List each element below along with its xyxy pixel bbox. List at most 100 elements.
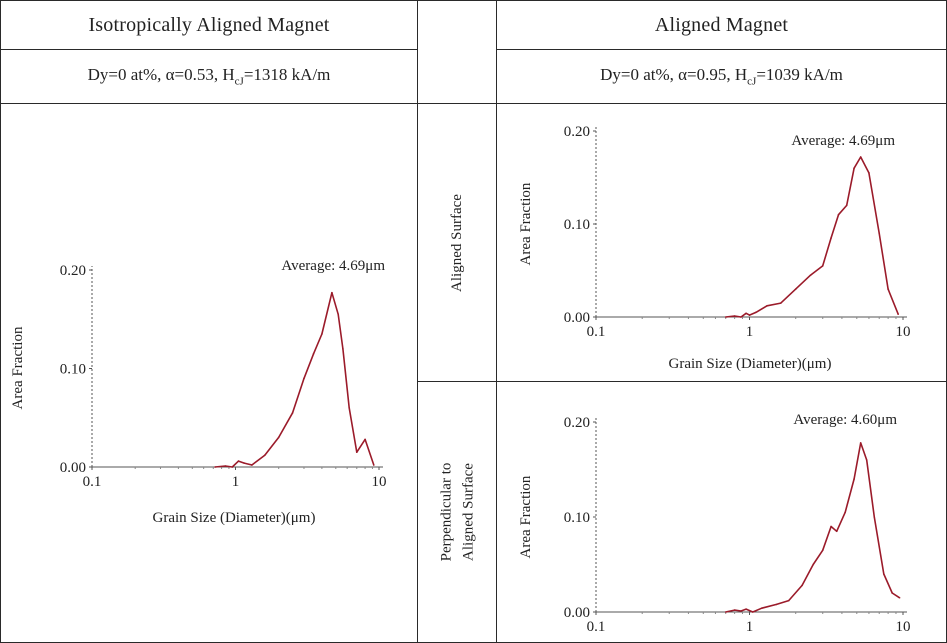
data-point	[224, 465, 227, 467]
data-point	[755, 311, 757, 314]
x-tick-label: 10	[372, 474, 387, 490]
data-point	[766, 305, 768, 307]
y-axis-label: Area Fraction	[518, 475, 534, 558]
y-tick-label: 0.00	[564, 605, 590, 621]
data-point	[853, 478, 855, 480]
y-tick-label: 0.10	[60, 362, 86, 378]
data-point	[745, 312, 747, 315]
x-tick-label: 10	[896, 619, 911, 635]
data-point	[312, 352, 315, 355]
chart-perpendicular: 0.00 0.10 0.20 0.1 1 10 Area Fraction Average: …	[518, 412, 911, 635]
left-chart-cell	[0, 103, 418, 643]
data-point	[364, 438, 366, 441]
data-point	[243, 462, 246, 464]
data-point	[355, 451, 358, 454]
y-axis-label: Area Fraction	[10, 326, 26, 409]
x-tick-label: 0.1	[587, 619, 606, 635]
data-point	[809, 274, 812, 276]
y-tick-label: 0.10	[564, 217, 590, 233]
right-condition-cell: Dy=0 at%, α=0.95, HcJ=1039 kA/m	[496, 49, 947, 104]
data-point	[740, 610, 742, 612]
y-tick-label: 0.10	[564, 510, 590, 526]
data-point	[859, 156, 862, 158]
data-point	[751, 611, 754, 613]
chart-isotropic: 0.00 0.10 0.20 0.1 1 10 Grain Size (Diameter)(…	[10, 258, 387, 526]
data-point	[868, 172, 870, 174]
data-point	[263, 454, 266, 456]
data-point	[845, 204, 848, 207]
y-tick-label: 0.20	[564, 415, 590, 431]
data-point	[883, 573, 885, 575]
x-axis-label: Grain Size (Diameter)(μm)	[153, 510, 316, 526]
series-line	[725, 442, 901, 613]
right-header-cell: Aligned Magnet	[496, 0, 947, 50]
data-point	[787, 599, 790, 602]
data-point	[780, 302, 782, 304]
data-point	[251, 464, 253, 466]
data-point	[342, 348, 344, 350]
series-line	[725, 156, 899, 318]
data-point	[348, 407, 351, 409]
average-annotation: Average: 4.69μm	[791, 133, 895, 149]
row2-label-cell: Perpendicular to Aligned Surface	[417, 381, 497, 643]
data-point	[837, 213, 840, 216]
x-tick-label: 1	[746, 324, 754, 340]
y-tick-label: 0.20	[564, 124, 590, 140]
average-annotation: Average: 4.69μm	[281, 258, 385, 274]
data-point	[724, 611, 727, 613]
data-point	[303, 377, 305, 380]
data-point	[844, 511, 846, 514]
data-point	[821, 549, 824, 552]
series-line	[214, 291, 375, 468]
right-header-title: Aligned Magnet	[654, 13, 789, 36]
data-point	[830, 237, 832, 239]
data-point	[873, 516, 876, 518]
data-point	[740, 316, 742, 318]
data-point	[291, 412, 294, 414]
data-point	[277, 436, 280, 439]
data-point	[801, 584, 803, 587]
data-point	[214, 466, 216, 468]
data-point	[830, 525, 832, 528]
data-point	[891, 592, 893, 594]
data-point	[331, 291, 333, 294]
data-point	[887, 288, 889, 290]
data-point	[821, 265, 824, 267]
data-point	[898, 596, 901, 599]
left-condition-text: Dy=0 at%, α=0.53, HcJ=1318 kA/m	[87, 65, 331, 88]
data-point	[812, 563, 814, 566]
data-point	[859, 442, 862, 444]
x-tick-label: 10	[896, 324, 911, 340]
average-annotation: Average: 4.60μm	[793, 412, 897, 428]
right-condition-text: Dy=0 at%, α=0.95, HcJ=1039 kA/m	[600, 65, 843, 88]
data-point	[733, 315, 736, 317]
data-point	[897, 313, 899, 316]
data-point	[853, 167, 855, 169]
data-point	[237, 460, 240, 462]
y-tick-label: 0.20	[60, 263, 86, 279]
row1-label-cell: Aligned Surface	[417, 103, 497, 382]
data-point	[724, 316, 727, 318]
left-header-title: Isotropically Aligned Magnet	[88, 13, 330, 36]
data-point	[337, 313, 340, 316]
x-axis-label: Grain Size (Diameter)(μm)	[669, 356, 832, 372]
left-header-cell: Isotropically Aligned Magnet	[0, 0, 418, 50]
y-axis-label: Area Fraction	[518, 182, 534, 265]
row2-chart-cell	[496, 381, 947, 643]
data-point	[835, 530, 838, 533]
x-tick-label: 1	[746, 619, 754, 635]
y-tick-label: 0.00	[60, 460, 86, 476]
data-point	[321, 333, 323, 335]
y-tick-label: 0.00	[564, 310, 590, 326]
data-point	[231, 466, 234, 468]
data-point	[733, 609, 736, 611]
x-tick-label: 0.1	[83, 474, 102, 490]
data-point	[373, 464, 375, 466]
data-point	[745, 608, 747, 610]
data-point	[794, 288, 797, 290]
data-point	[760, 607, 763, 609]
data-point	[748, 314, 751, 316]
data-point	[775, 603, 778, 606]
data-point	[878, 232, 881, 235]
